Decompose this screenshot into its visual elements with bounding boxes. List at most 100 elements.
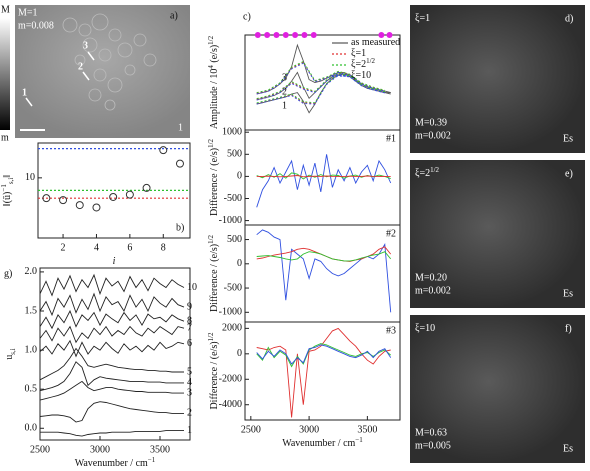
data-line xyxy=(39,325,185,344)
y-axis-label: Difference / (e/s)1/2 xyxy=(207,234,221,312)
curve-label: 1 xyxy=(282,100,287,111)
data-point xyxy=(75,201,84,210)
data-line xyxy=(39,347,184,381)
label-part: i xyxy=(113,256,116,267)
series-label: 4 xyxy=(187,377,192,388)
series-label: 6 xyxy=(187,338,192,349)
image-f xyxy=(410,315,585,463)
label-part: u xyxy=(4,355,15,360)
plot-frame xyxy=(244,321,401,421)
arrow-label: 3 xyxy=(83,40,88,51)
data-point xyxy=(92,203,101,212)
data-line xyxy=(256,73,385,101)
y-axis-label: Difference / (e/s)1/2 xyxy=(207,332,221,410)
colorbar xyxy=(0,18,10,130)
y-tick-label: -1000 xyxy=(219,307,242,318)
data-line xyxy=(256,229,392,313)
data-line xyxy=(39,309,185,330)
data-line xyxy=(256,62,385,95)
y-tick-label: -2000 xyxy=(219,374,242,385)
x-axis-label: Wavenumber / cm−1 xyxy=(75,456,156,470)
x-tick-label: 2500 xyxy=(241,424,261,435)
data-point xyxy=(125,190,134,199)
data-line xyxy=(256,73,385,104)
y-tick-label: 2000 xyxy=(222,323,242,334)
microscope-image xyxy=(15,5,190,138)
x-tick-label: 6 xyxy=(127,242,132,253)
image-title: ξ=21/2 xyxy=(415,166,440,180)
data-line xyxy=(256,251,392,262)
top-marker xyxy=(273,32,280,38)
x-tick-label: 3500 xyxy=(150,444,170,455)
label-sup: 1/2 xyxy=(366,57,375,65)
data-line xyxy=(39,361,184,392)
series-label: 1 xyxy=(187,425,192,436)
curve-label: 3 xyxy=(282,72,287,83)
top-marker xyxy=(310,32,317,38)
label-part: Wavenumber / cm xyxy=(75,458,148,469)
arrows xyxy=(25,51,95,107)
y-tick-label: 1.0 xyxy=(25,344,38,355)
image-text: M=0.63 xyxy=(415,427,447,438)
top-marker xyxy=(282,32,289,38)
image-title: ξ=1 xyxy=(415,13,430,24)
label-part: ξ=10 xyxy=(415,323,435,334)
top-marker xyxy=(378,32,385,38)
data-point xyxy=(42,194,51,203)
panel-label: b) xyxy=(176,222,184,233)
y-tick-label: 0.5 xyxy=(25,383,38,394)
plot-frame xyxy=(39,267,191,441)
label-part: −1 xyxy=(0,184,8,192)
legend-label: ξ=10 xyxy=(351,70,371,81)
y-tick-label: 2.0 xyxy=(25,266,38,277)
series-label: 7 xyxy=(187,322,192,333)
label-part: 1/2 xyxy=(207,234,215,243)
label-part: ξ=2 xyxy=(415,168,430,179)
x-tick-label: 3000 xyxy=(299,424,319,435)
x-axis-label: i xyxy=(113,256,116,267)
arrow-label: 1 xyxy=(22,87,27,98)
label-part: 1/2 xyxy=(207,35,215,44)
image-title: ξ=10 xyxy=(415,323,435,334)
label-part: −1 xyxy=(355,436,363,444)
label-part: 1/2 xyxy=(207,332,215,341)
label-part: 1/2 xyxy=(207,138,215,147)
data-line xyxy=(256,343,391,368)
bead-outlines xyxy=(62,13,157,111)
label-part: Amplitude / 10 xyxy=(209,69,220,130)
label-part: ξ=2 xyxy=(351,59,366,70)
label-part: Difference / (e/s) xyxy=(209,341,220,409)
y-tick-label: 1.5 xyxy=(25,305,38,316)
image-d xyxy=(410,5,585,153)
label-part: s,i xyxy=(7,178,15,184)
arrow-label: 2 xyxy=(78,61,83,72)
top-marker xyxy=(264,32,271,38)
x-tick-label: 8 xyxy=(161,242,166,253)
data-line xyxy=(256,344,392,365)
image-text: 1 xyxy=(178,122,183,133)
y-tick-label: -1000 xyxy=(219,215,242,226)
legend-label: ξ=1 xyxy=(351,48,366,59)
data-line xyxy=(40,430,184,437)
y-tick-label: -500 xyxy=(224,193,242,204)
data-line xyxy=(39,380,184,401)
label-part: ‖ xyxy=(2,175,13,178)
x-tick-label: 3500 xyxy=(357,424,377,435)
y-tick-label: 1000 xyxy=(222,127,242,138)
label-part: ‖(ū) xyxy=(2,192,13,206)
colorbar-label: M xyxy=(1,4,10,15)
data-point xyxy=(109,192,118,201)
legend-label: ξ=21/2 xyxy=(351,57,376,71)
x-tick-label: 3000 xyxy=(90,444,110,455)
series-label: 9 xyxy=(187,301,192,312)
y-tick-label: -4000 xyxy=(219,399,242,410)
top-marker xyxy=(301,32,308,38)
panel-label: a) xyxy=(170,10,178,21)
y-axis-label: Amplitude / 104 (e/s)1/2 xyxy=(207,35,221,129)
data-line xyxy=(256,327,391,418)
y-tick-label: 500 xyxy=(227,149,242,160)
image-text: m=0.002 xyxy=(415,285,451,296)
data-line xyxy=(256,72,385,100)
series-label: 8 xyxy=(187,315,192,326)
